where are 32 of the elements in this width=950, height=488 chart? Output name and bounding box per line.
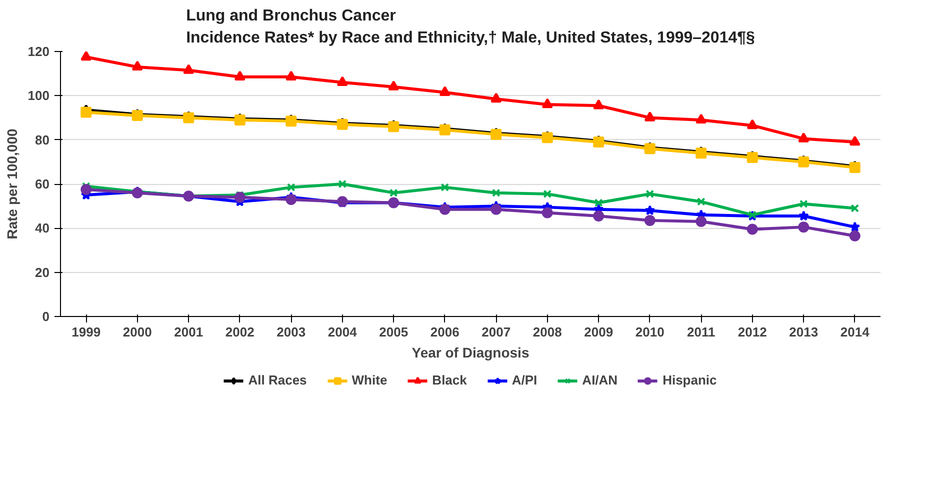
x-tick-label: 2014 — [840, 324, 870, 340]
x-tick-label: 2008 — [532, 324, 562, 340]
x-tick-label: 2001 — [174, 324, 204, 340]
legend-label: All Races — [248, 372, 307, 388]
x-tick-label: 2012 — [738, 324, 767, 340]
y-tick-label: 100 — [28, 88, 50, 104]
chart-title: Lung and Bronchus Cancer Incidence Rates* by Race and Ethnicity,† Male, United States, 1999–2014¶§ — [186, 7, 756, 46]
y-tick-label: 20 — [35, 264, 50, 280]
x-tick-label: 2007 — [482, 324, 511, 340]
x-tick-label: 1999 — [72, 324, 101, 340]
x-tick-label: 2010 — [635, 324, 664, 340]
x-tick-label: 2011 — [687, 324, 716, 340]
x-tick-label: 2003 — [276, 324, 306, 340]
x-tick-label: 2002 — [225, 324, 254, 340]
x-tick-label: 2004 — [328, 324, 358, 340]
y-tick-label: 40 — [35, 220, 50, 236]
x-tick-label: 2005 — [379, 324, 408, 340]
legend-label: White — [352, 372, 388, 388]
y-axis-title: Rate per 100,000 — [4, 128, 20, 240]
x-tick-label: 2013 — [789, 324, 818, 340]
y-tick-label: 120 — [28, 44, 50, 59]
y-tick-label: 0 — [42, 309, 50, 324]
x-tick-label: 2000 — [122, 324, 152, 340]
legend-label: Hispanic — [662, 372, 717, 388]
legend-label: Black — [432, 372, 467, 388]
y-tick-label: 60 — [35, 176, 50, 192]
legend-label: A/PI — [512, 372, 538, 388]
legend-label: AI/AN — [582, 372, 618, 388]
y-tick-label: 80 — [35, 132, 50, 148]
x-tick-label: 2006 — [430, 324, 460, 340]
x-tick-label: 2009 — [584, 324, 614, 340]
x-axis-title: Year of Diagnosis — [412, 344, 530, 360]
